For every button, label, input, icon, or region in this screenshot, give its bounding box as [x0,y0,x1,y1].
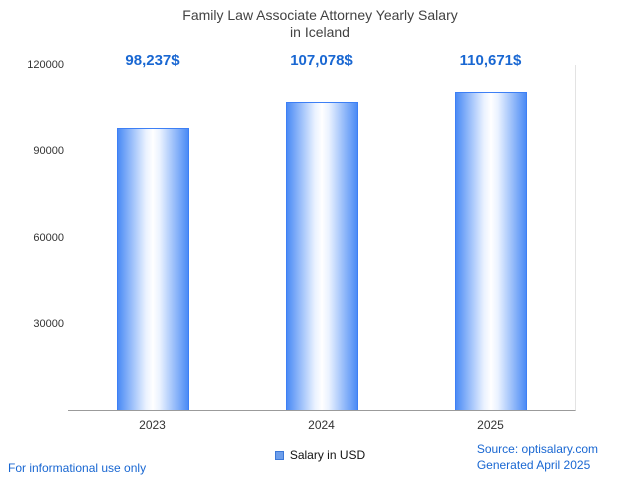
legend: Salary in USD [0,448,640,462]
y-axis-label-90000: 90000 [33,145,64,158]
bar-value-label-2024: 107,078$ [290,52,353,69]
y-axis-label-120000: 120000 [27,59,64,71]
bar-2025 [454,92,527,410]
disclaimer-text: For informational use only [8,461,147,475]
x-axis-label-2025: 2025 [477,418,504,432]
legend-label: Salary in USD [289,448,366,462]
generated-date: Generated April 2025 [476,458,591,472]
source-link[interactable]: Source: optisalary.com [476,442,598,456]
chart-title: Family Law Associate Attorney Yearly Sal… [0,7,640,41]
y-axis-label-30000: 30000 [33,317,64,330]
bar-2023 [116,128,189,410]
chart-title-line2: in Iceland [290,24,350,40]
x-axis-label-2024: 2024 [308,418,335,432]
plot-area [68,65,576,411]
chart-title-line1: Family Law Associate Attorney Yearly Sal… [182,7,458,23]
x-axis-label-2023: 2023 [139,418,166,432]
bar-value-label-2025: 110,671$ [459,52,522,69]
bar-value-label-2023: 98,237$ [125,52,180,69]
y-axis-label-60000: 60000 [33,231,64,244]
legend-blue-square-icon [274,450,284,460]
bar-2024 [285,102,358,410]
source-block: Source: optisalary.com Generated April 2… [477,441,598,473]
